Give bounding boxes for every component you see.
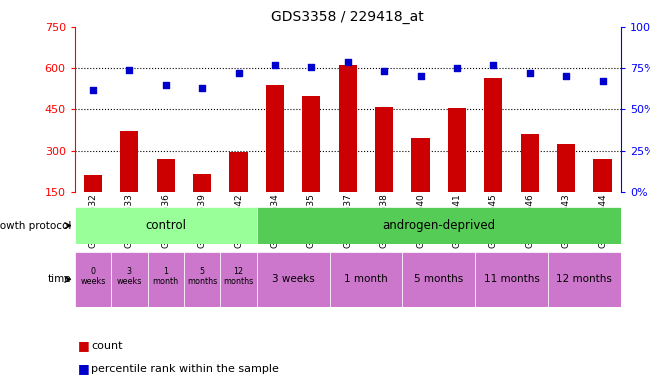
Bar xyxy=(120,131,138,233)
Text: androgen-deprived: androgen-deprived xyxy=(382,219,495,232)
Bar xyxy=(411,138,430,233)
Point xyxy=(488,62,499,68)
Bar xyxy=(257,252,330,307)
Text: percentile rank within the sample: percentile rank within the sample xyxy=(91,364,279,374)
Bar xyxy=(148,252,184,307)
Bar xyxy=(375,107,393,233)
Bar xyxy=(266,85,284,233)
Point xyxy=(415,73,426,79)
Point xyxy=(379,68,389,74)
Bar xyxy=(229,152,248,233)
Bar xyxy=(193,174,211,233)
Text: time: time xyxy=(48,274,72,285)
Text: 11 months: 11 months xyxy=(484,274,540,285)
Point xyxy=(161,82,171,88)
Point xyxy=(343,58,353,65)
Bar xyxy=(339,65,357,233)
Bar xyxy=(593,159,612,233)
Text: 0
weeks: 0 weeks xyxy=(80,267,106,286)
Point xyxy=(270,62,280,68)
Point xyxy=(597,78,608,84)
Text: 12 months: 12 months xyxy=(556,274,612,285)
Bar xyxy=(557,144,575,233)
Bar xyxy=(402,252,475,307)
Bar xyxy=(521,134,539,233)
Point xyxy=(561,73,571,79)
Text: 3
weeks: 3 weeks xyxy=(116,267,142,286)
Bar xyxy=(111,252,148,307)
Text: ■: ■ xyxy=(78,362,90,375)
Point xyxy=(233,70,244,76)
Bar xyxy=(84,175,102,233)
Text: growth protocol: growth protocol xyxy=(0,220,72,231)
Bar xyxy=(184,252,220,307)
Text: control: control xyxy=(145,219,187,232)
Title: GDS3358 / 229418_at: GDS3358 / 229418_at xyxy=(272,10,424,25)
Bar xyxy=(75,207,257,244)
Point xyxy=(306,63,317,70)
Text: 12
months: 12 months xyxy=(224,267,254,286)
Bar xyxy=(75,252,111,307)
Text: ■: ■ xyxy=(78,339,90,352)
Point xyxy=(525,70,535,76)
Point xyxy=(197,85,207,91)
Text: count: count xyxy=(91,341,122,351)
Bar xyxy=(330,252,402,307)
Bar xyxy=(448,108,466,233)
Bar xyxy=(548,252,621,307)
Bar xyxy=(475,252,548,307)
Bar xyxy=(257,207,621,244)
Text: 5
months: 5 months xyxy=(187,267,217,286)
Point xyxy=(452,65,462,71)
Bar xyxy=(302,96,320,233)
Text: 3 weeks: 3 weeks xyxy=(272,274,315,285)
Bar xyxy=(484,78,502,233)
Point xyxy=(124,67,135,73)
Bar xyxy=(157,159,175,233)
Bar xyxy=(220,252,257,307)
Text: 5 months: 5 months xyxy=(414,274,463,285)
Point xyxy=(88,86,98,93)
Text: 1 month: 1 month xyxy=(344,274,388,285)
Text: 1
month: 1 month xyxy=(153,267,179,286)
